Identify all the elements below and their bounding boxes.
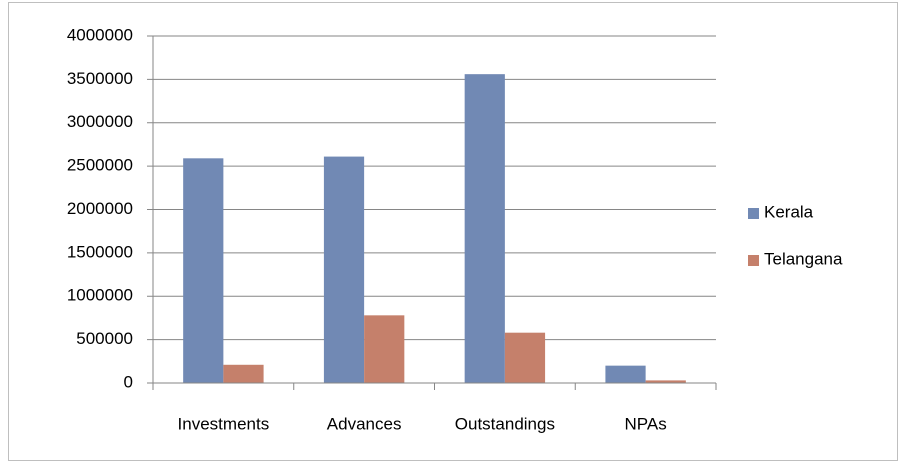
x-tick-label: Outstandings: [455, 414, 555, 433]
bar: [645, 380, 686, 383]
bar: [323, 156, 365, 383]
legend-swatch: [748, 208, 759, 219]
x-tick-label: Advances: [327, 414, 402, 433]
y-tick-label: 2000000: [67, 199, 133, 218]
x-tick-label: Investments: [178, 414, 270, 433]
x-tick-label: NPAs: [625, 414, 667, 433]
y-tick-label: 3000000: [67, 112, 133, 131]
y-tick-label: 0: [124, 372, 133, 391]
y-tick-label: 2500000: [67, 156, 133, 175]
bar: [504, 332, 546, 383]
bar: [605, 365, 646, 383]
chart-frame: [8, 2, 898, 461]
y-tick-label: 1000000: [67, 286, 133, 305]
y-tick-label: 1500000: [67, 242, 133, 261]
bar: [183, 158, 224, 383]
y-tick-label: 3500000: [67, 69, 133, 88]
legend-label: Kerala: [764, 202, 814, 221]
bar: [464, 74, 505, 384]
legend-swatch: [748, 255, 759, 266]
bar: [364, 315, 405, 383]
y-tick-label: 4000000: [67, 25, 133, 44]
y-tick-label: 500000: [76, 329, 133, 348]
bar: [223, 364, 264, 383]
legend-label: Telangana: [764, 249, 843, 268]
